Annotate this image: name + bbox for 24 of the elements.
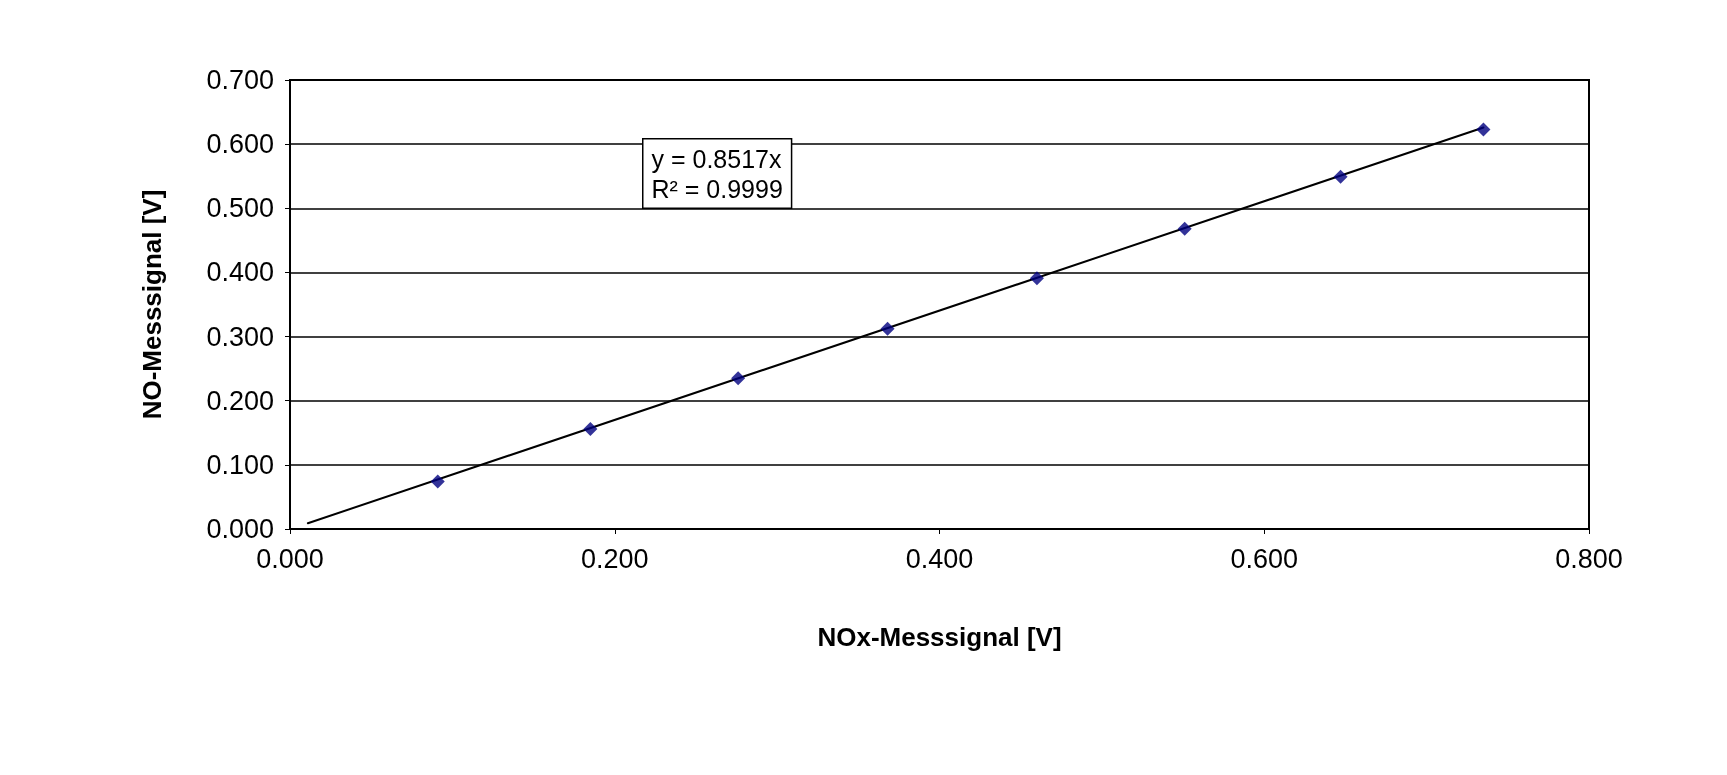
point [1177,221,1192,236]
x-tick-label: 0.800 [1555,543,1623,574]
y-tick-label: 0.600 [206,129,274,160]
y-tick-label: 0.300 [206,321,274,352]
y-tick-label: 0.700 [206,65,274,95]
x-tick-label: 0.000 [256,543,324,574]
point [731,371,746,386]
annotation: y = 0.8517x R² = 0.9999 [651,144,783,203]
y-tick-label: 0.200 [206,385,274,416]
x-tick-label: 0.600 [1230,543,1299,574]
x-tick-label: 0.200 [580,543,649,574]
point [583,421,598,436]
y-tick-label: 0.100 [206,449,274,480]
point [1333,169,1348,184]
y-tick-label: 0.500 [206,193,274,224]
point [430,474,445,489]
point [1476,122,1491,137]
x-tick-label: 0.400 [905,543,974,574]
x-axis-title: NOx-Messsignal [V] [817,622,1062,652]
y-axis-title: NO-Messsignal [V] [137,189,167,420]
point [880,321,895,336]
y-tick-label: 0.400 [206,257,274,288]
y-tick-label: 0.000 [206,514,274,544]
point [1029,271,1044,286]
